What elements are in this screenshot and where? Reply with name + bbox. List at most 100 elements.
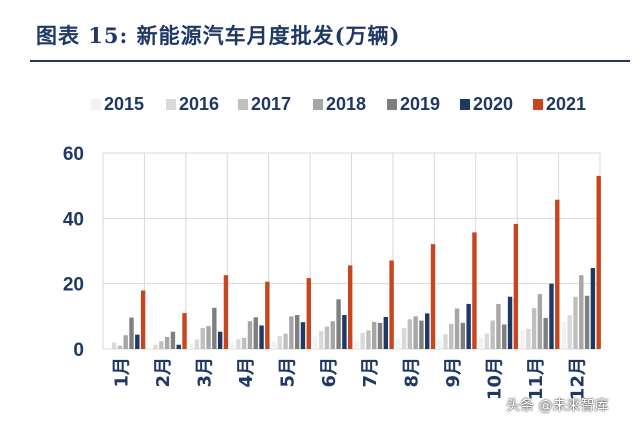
legend-label-2016: 2016 xyxy=(179,94,219,114)
x-tick-label: 6月 xyxy=(319,357,340,388)
legend-label-2020: 2020 xyxy=(473,94,513,114)
bar-2019-2 xyxy=(170,331,176,349)
legend-swatch-2016 xyxy=(166,99,176,110)
bar-2019-8 xyxy=(419,320,424,349)
bar-2019-1 xyxy=(129,317,134,349)
bar-2018-3 xyxy=(206,326,211,349)
bar-2017-9 xyxy=(449,323,454,349)
bar-2015-12 xyxy=(561,321,567,349)
bar-2021-5 xyxy=(306,278,311,349)
bar-2017-2 xyxy=(159,341,164,349)
legend-swatch-2018 xyxy=(313,99,323,110)
bar-2017-6 xyxy=(324,326,330,349)
bar-2016-11 xyxy=(526,328,531,349)
bar-2015-9 xyxy=(437,340,442,349)
bar-2021-6 xyxy=(347,265,353,349)
bar-2018-7 xyxy=(372,321,377,349)
bar-2015-7 xyxy=(354,340,360,349)
bar-2019-7 xyxy=(377,322,383,349)
x-tick-label: 11月 xyxy=(526,357,547,400)
bar-2015-2 xyxy=(147,347,152,349)
bar-2017-11 xyxy=(531,308,537,349)
bar-2020-2 xyxy=(176,344,181,349)
bar-2020-8 xyxy=(425,313,430,349)
bar-2020-4 xyxy=(259,325,264,349)
bar-2018-5 xyxy=(289,316,294,349)
bar-2016-1 xyxy=(111,342,117,349)
bar-2021-8 xyxy=(430,244,436,349)
bar-2017-12 xyxy=(573,296,578,349)
y-tick-label: 40 xyxy=(63,209,84,230)
bar-2021-4 xyxy=(265,281,270,349)
x-tick-label: 12月 xyxy=(567,357,588,400)
bar-2017-7 xyxy=(366,330,371,349)
bar-2018-10 xyxy=(496,303,501,349)
bar-2018-1 xyxy=(123,335,128,349)
bar-2018-2 xyxy=(164,336,170,349)
bar-2016-5 xyxy=(277,335,282,349)
bar-2020-3 xyxy=(217,331,223,349)
bar-2019-10 xyxy=(502,324,507,349)
bar-2020-1 xyxy=(135,334,140,349)
bar-2016-6 xyxy=(318,331,324,349)
x-tick-label: 4月 xyxy=(236,357,257,388)
bar-2019-3 xyxy=(212,307,217,349)
legend-swatch-2015 xyxy=(91,99,101,110)
legend-swatch-2021 xyxy=(533,99,543,110)
legend-label-2017: 2017 xyxy=(251,94,291,114)
bar-2020-11 xyxy=(549,283,554,349)
bar-2018-8 xyxy=(413,316,418,349)
x-tick-label: 7月 xyxy=(360,357,381,388)
bar-2021-7 xyxy=(389,260,394,349)
bar-2016-4 xyxy=(236,339,241,349)
bar-2020-10 xyxy=(507,296,513,349)
bar-2018-9 xyxy=(454,308,460,349)
bar-2016-9 xyxy=(443,334,448,349)
bar-2020-6 xyxy=(342,315,347,349)
y-tick-label: 0 xyxy=(73,340,84,361)
bar-2021-10 xyxy=(513,223,519,349)
bar-2016-2 xyxy=(153,344,158,349)
bar-2020-9 xyxy=(466,303,471,349)
bar-2016-12 xyxy=(567,315,572,349)
bar-2016-7 xyxy=(360,332,365,349)
x-tick-label: 9月 xyxy=(443,357,464,388)
legend-label-2015: 2015 xyxy=(104,94,144,114)
bar-2021-3 xyxy=(223,275,229,349)
bar-2018-4 xyxy=(247,321,253,349)
figure-title: 图表 15: 新能源汽车月度批发(万辆) xyxy=(36,23,401,48)
bar-2019-11 xyxy=(543,317,548,349)
bar-2021-9 xyxy=(472,232,477,349)
bar-2015-11 xyxy=(520,330,525,349)
legend-label-2021: 2021 xyxy=(546,94,586,114)
bar-2019-5 xyxy=(294,315,300,349)
x-tick-label: 2月 xyxy=(153,357,174,388)
bar-2021-2 xyxy=(182,313,187,349)
title-divider xyxy=(30,60,630,62)
y-tick-label: 60 xyxy=(63,144,84,165)
bar-2016-8 xyxy=(401,328,407,349)
bar-2017-4 xyxy=(241,337,247,349)
x-tick-label: 10月 xyxy=(484,357,505,400)
bar-2017-5 xyxy=(283,333,288,349)
legend-label-2018: 2018 xyxy=(326,94,366,114)
watermark-text: 头条 @未来智库 xyxy=(506,398,609,414)
bar-2019-6 xyxy=(336,299,341,349)
legend-swatch-2020 xyxy=(460,99,470,110)
bar-2018-6 xyxy=(330,321,335,349)
bar-2015-3 xyxy=(188,343,194,349)
legend-swatch-2017 xyxy=(238,99,248,110)
bar-2019-12 xyxy=(584,295,590,349)
bar-2021-11 xyxy=(555,199,560,349)
x-tick-label: 3月 xyxy=(195,357,216,388)
legend-swatch-2019 xyxy=(387,99,397,110)
legend-label-2019: 2019 xyxy=(400,94,440,114)
bar-2015-1 xyxy=(106,347,111,349)
bar-2021-1 xyxy=(140,290,146,349)
bar-2016-3 xyxy=(194,339,200,349)
bar-2019-4 xyxy=(253,317,258,349)
y-tick-label: 20 xyxy=(63,275,84,296)
x-tick-label: 8月 xyxy=(402,357,423,388)
bar-2015-10 xyxy=(478,337,484,349)
